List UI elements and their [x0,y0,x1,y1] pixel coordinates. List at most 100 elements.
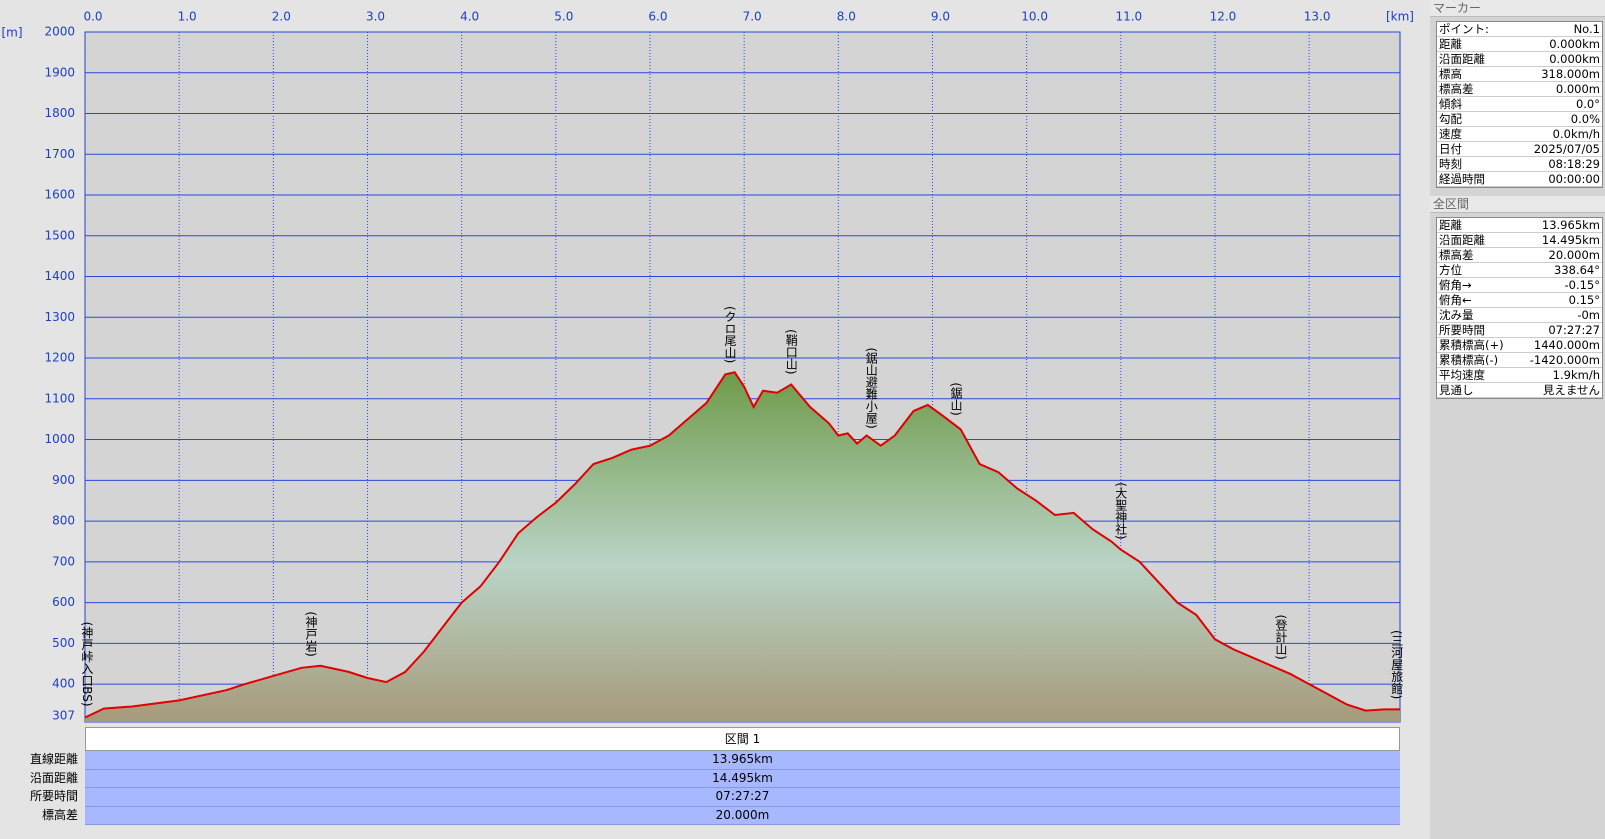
panel-header: マーカー [1430,0,1605,17]
y-tick-label: 1900 [44,65,75,79]
info-value: 08:18:29 [1548,157,1600,171]
table-row: 沿面距離 14.495km [30,769,1400,788]
info-row: 時刻 08:18:29 [1437,157,1602,172]
side-panel: マーカー ポイント: No.1 距離 0.000km 沿面距離 0.000km 標高 318.… [1430,0,1605,839]
x-tick-label: 1.0 [178,10,197,24]
x-tick-label: 3.0 [366,10,385,24]
x-tick-label: 11.0 [1115,10,1142,24]
marker-info: ポイント: No.1 距離 0.000km 沿面距離 0.000km 標高 318.000m 標… [1436,21,1603,188]
y-tick-label: 1600 [44,188,75,202]
info-value: 0.000m [1555,82,1600,96]
x-tick-label: 6.0 [648,10,667,24]
info-row: 距離 0.000km [1437,37,1602,52]
info-row: 標高 318.000m [1437,67,1602,82]
x-axis-label: [km] [1386,10,1414,24]
x-tick-label: 8.0 [837,10,856,24]
x-tick-label: 5.0 [554,10,573,24]
info-key: 沿面距離 [1439,233,1485,247]
info-key: ポイント: [1439,22,1489,36]
info-value: -0.15° [1564,278,1600,292]
info-key: 見通し [1439,383,1474,397]
info-value: 07:27:27 [1548,323,1600,337]
x-tick-label: 0.0 [83,10,102,24]
y-tick-label: 400 [52,677,75,691]
info-value: 0.0° [1575,97,1600,111]
info-row: 累積標高(+) 1440.000m [1437,338,1602,353]
info-value: No.1 [1573,22,1600,36]
info-value: 1440.000m [1533,338,1600,352]
info-row: 俯角→ -0.15° [1437,278,1602,293]
x-tick-label: 13.0 [1304,10,1331,24]
info-key: 累積標高(+) [1439,338,1504,352]
info-value: 0.15° [1568,293,1600,307]
info-row: 沿面距離 0.000km [1437,52,1602,67]
table-row: 標高差 20.000m [42,806,1400,825]
profile-chart: [m] [km] 307 400 500 600 700 800 900 1000 1100 12… [1,10,1414,723]
row-label: 沿面距離 [29,770,78,785]
waypoint-label: (登計山) [1274,614,1288,659]
info-row: 距離 13.965km [1437,218,1602,233]
info-value: 0.0km/h [1552,127,1600,141]
info-key: 沈み量 [1439,308,1474,322]
info-row: 経過時間 00:00:00 [1437,172,1602,187]
y-axis-label: [m] [1,26,22,40]
info-value: 0.000km [1549,52,1600,66]
info-value: -0m [1577,308,1600,322]
y-tick-label: 307 [52,709,75,723]
info-key: 速度 [1439,127,1462,141]
waypoint-label: (鋸山避難小屋) [864,348,878,429]
info-key: 標高差 [1439,248,1474,262]
info-row: 沈み量 -0m [1437,308,1602,323]
x-tick-label: 4.0 [460,10,479,24]
info-key: 沿面距離 [1439,52,1485,66]
info-row: 方位 338.64° [1437,263,1602,278]
row-label: 直線距離 [29,752,78,766]
waypoint-label: (大聖神社) [1114,482,1128,539]
waypoint-label: (クロ尾山) [723,306,737,363]
info-key: 傾斜 [1439,97,1462,111]
info-key: 時刻 [1439,157,1462,171]
panel-header: 全区間 [1430,196,1605,213]
waypoint-label: (三河屋旅館) [1390,630,1404,699]
x-tick-label: 10.0 [1021,10,1048,24]
row-value: 07:27:27 [715,789,770,803]
row-value: 14.495km [712,770,773,785]
waypoint-label: (神戸岩) [304,611,318,656]
y-tick-label: 1200 [44,351,75,365]
info-key: 標高 [1439,67,1462,81]
info-key: 勾配 [1439,112,1462,126]
info-key: 平均速度 [1439,368,1485,382]
y-tick-label: 600 [52,595,75,609]
info-value: 318.000m [1541,67,1600,81]
interval-table: 区間 1 直線距離 13.965km 沿面距離 14.495km 所要時間 07:27:2… [30,727,1400,825]
info-value: 14.495km [1541,233,1600,247]
info-key: 経過時間 [1439,172,1485,186]
info-value: 338.64° [1554,263,1600,277]
info-key: 累積標高(-) [1439,353,1499,367]
info-row: 標高差 20.000m [1437,248,1602,263]
info-value: 20.000m [1548,248,1600,262]
info-key: 距離 [1439,218,1462,232]
info-key: 距離 [1439,37,1462,51]
info-value: 0.000km [1549,37,1600,51]
info-value: 00:00:00 [1548,172,1600,186]
info-key: 俯角→ [1439,278,1472,292]
y-tick-label: 1100 [44,391,75,405]
info-row: 標高差 0.000m [1437,82,1602,97]
y-tick-label: 1000 [44,432,75,446]
info-row: 日付 2025/07/05 [1437,142,1602,157]
info-value: 2025/07/05 [1533,142,1600,156]
y-tick-label: 2000 [44,25,75,39]
y-tick-label: 900 [52,473,75,487]
y-tick-label: 800 [52,514,75,528]
x-tick-label: 9.0 [931,10,950,24]
info-row: 沿面距離 14.495km [1437,233,1602,248]
y-tick-label: 700 [52,554,75,568]
elevation-line [84,371,1400,719]
waypoint-label: (鋸山) [949,382,963,415]
waypoint-label: (神戸峠入口BS) [80,622,94,707]
info-key: 日付 [1439,142,1462,156]
info-value: 0.0% [1570,112,1600,126]
y-tick-label: 1800 [44,106,75,120]
